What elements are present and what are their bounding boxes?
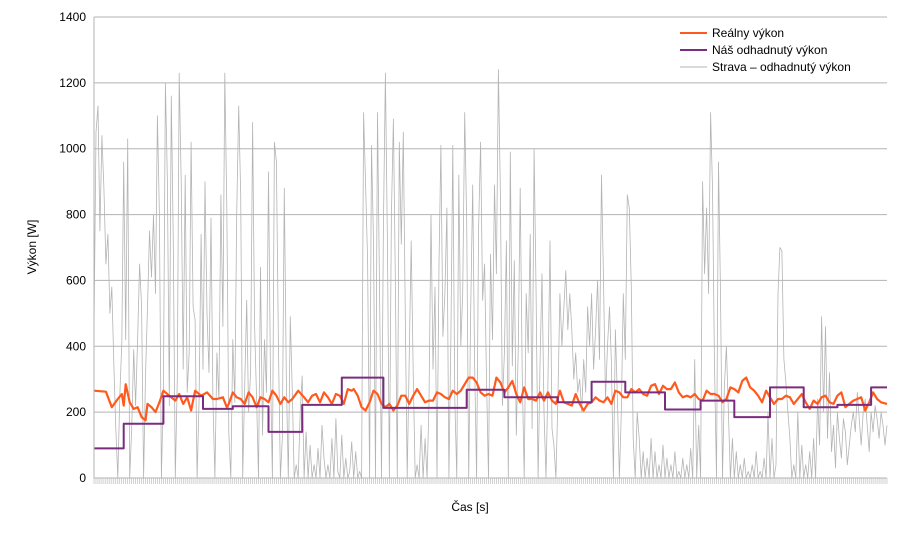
legend-item-real-power: Reálny výkon [680,26,784,40]
y-tick-label: 400 [66,339,86,353]
series-lines [93,69,888,479]
legend-label-strava-estimate: Strava – odhadnutý výkon [712,60,851,74]
series-line-our-estimate [94,376,887,450]
y-tick-label: 200 [66,405,86,419]
legend-label-our-estimate: Náš odhadnutý výkon [712,43,827,57]
series-line-strava-estimate [93,69,888,479]
legend-item-our-estimate: Náš odhadnutý výkon [680,43,827,57]
y-tick-labels: 0 200 400 600 800 1000 1200 1400 [59,10,86,485]
legend: Reálny výkon Náš odhadnutý výkon Strava … [680,26,851,74]
x-axis-title: Čas [s] [451,499,488,514]
axes [93,17,888,484]
legend-item-strava-estimate: Strava – odhadnutý výkon [680,60,851,74]
y-tick-label: 0 [79,471,86,485]
y-tick-label: 800 [66,208,86,222]
y-axis-title: Výkon [W] [25,220,39,275]
legend-label-real-power: Reálny výkon [712,26,784,40]
y-tick-label: 1400 [59,10,86,24]
y-tick-label: 1000 [59,142,86,156]
series-line-real-power [93,376,888,422]
x-axis-ticks [93,478,888,484]
y-tick-label: 600 [66,273,86,287]
y-tick-label: 1200 [59,76,86,90]
